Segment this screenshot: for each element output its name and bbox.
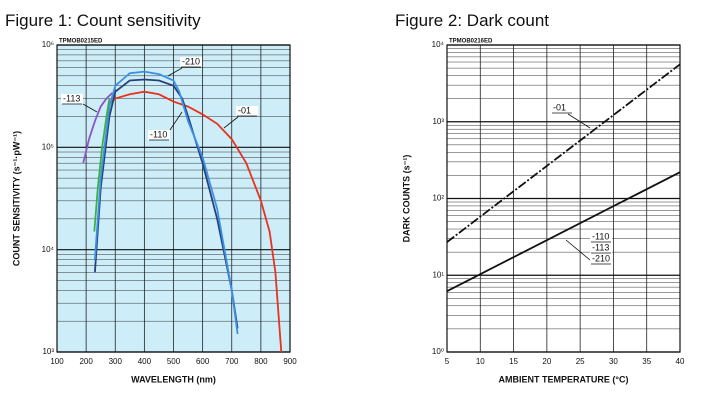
x-tick-label: 35 [642, 357, 651, 366]
annotation-bg [148, 130, 170, 140]
series-label: -01 [553, 102, 566, 112]
annotation-leader [167, 67, 183, 77]
x-tick-label: 800 [254, 357, 268, 366]
annotation-bg [180, 57, 202, 67]
x-axis-title: WAVELENGTH (nm) [131, 374, 216, 384]
x-tick-label: 20 [542, 357, 551, 366]
series-label: -113 [63, 93, 80, 103]
annotation-bg [551, 103, 573, 113]
series-line [93, 98, 111, 232]
x-tick-label: 200 [79, 357, 93, 366]
x-tick-label: 30 [609, 357, 618, 366]
y-tick-label: 10⁴ [42, 245, 55, 254]
annotation-leader [567, 113, 591, 129]
annotation-leader [82, 103, 98, 113]
x-tick-label: 40 [676, 357, 685, 366]
series-label: -01 [238, 105, 251, 115]
y-tick-label: 10⁰ [432, 347, 444, 356]
x-tick-label: 400 [138, 357, 152, 366]
series-line [446, 171, 681, 293]
x-tick-label: 300 [109, 357, 123, 366]
x-tick-label: 900 [283, 357, 297, 366]
annotation-bg [590, 254, 612, 264]
series-line [94, 78, 239, 329]
annotation-bg [61, 94, 83, 104]
x-tick-label: 10 [476, 357, 485, 366]
series-label: -110 [150, 129, 167, 139]
x-tick-label: 600 [196, 357, 210, 366]
x-axis-title: AMBIENT TEMPERATURE (°C) [499, 374, 629, 384]
plot-frame [56, 44, 291, 353]
series-label: -113 [592, 242, 609, 252]
y-axis-title: DARK COUNTS (s⁻¹) [401, 155, 411, 243]
series-line [82, 92, 113, 164]
y-tick-label: 10⁵ [42, 142, 54, 151]
annotation-leader [169, 111, 183, 131]
plot-frame [446, 44, 681, 353]
x-tick-label: 500 [167, 357, 181, 366]
chart-code: TPMOB0215ED [59, 39, 103, 45]
y-tick-label: 10¹ [432, 270, 444, 279]
x-tick-label: 100 [50, 357, 64, 366]
x-tick-label: 700 [225, 357, 239, 366]
y-tick-label: 10³ [432, 117, 444, 126]
annotation-leader [565, 239, 591, 261]
series-line [107, 90, 283, 353]
annotation-bg [590, 243, 612, 253]
series-label: -210 [182, 56, 200, 66]
x-tick-label: 25 [576, 357, 585, 366]
series-label: -110 [592, 231, 609, 241]
y-tick-label: 10³ [42, 347, 54, 356]
series-line [94, 70, 239, 335]
annotation-bg [590, 232, 612, 242]
annotation-bg [236, 106, 258, 116]
series-line [446, 63, 681, 243]
y-tick-label: 10⁴ [432, 40, 445, 49]
y-tick-label: 10² [432, 194, 444, 203]
annotation-leader [223, 116, 239, 129]
x-tick-label: 5 [445, 357, 450, 366]
chart-title: Figure 1: Count sensitivity [5, 11, 201, 30]
series-label: -210 [592, 253, 610, 263]
chart-code: TPMOB0216ED [449, 39, 493, 45]
x-tick-label: 15 [509, 357, 518, 366]
y-tick-label: 10⁶ [42, 40, 54, 49]
y-axis-title: COUNT SENSITIVITY (s⁻¹·pW⁻¹) [11, 131, 21, 266]
chart-title: Figure 2: Dark count [395, 11, 549, 30]
